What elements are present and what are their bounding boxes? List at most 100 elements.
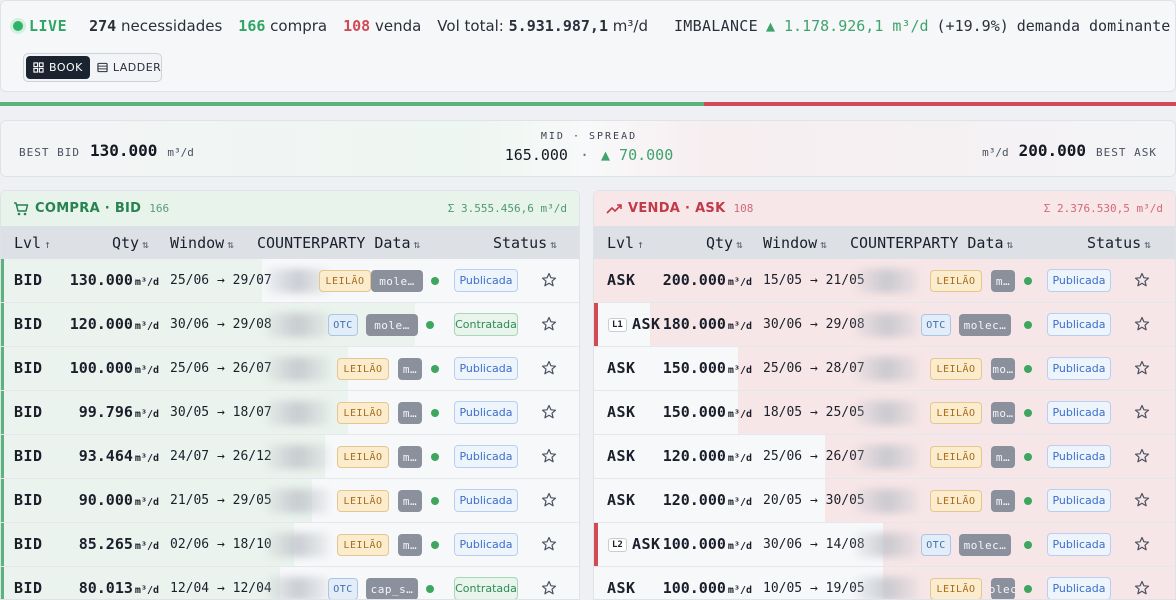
mid-spread-label: MID · SPREAD xyxy=(540,131,638,142)
star-icon[interactable] xyxy=(1134,536,1150,552)
row-accent xyxy=(1,567,4,599)
row-side: BID xyxy=(14,403,43,421)
ask-panel-sum: Σ 2.376.530,5 m³/d xyxy=(1043,202,1163,215)
online-dot-icon xyxy=(1024,277,1032,285)
bid-panel: COMPRA · BID 166 Σ 3.555.456,6 m³/d Lvl ↑… xyxy=(0,190,580,600)
row-window: 25/06 → 28/07 xyxy=(763,361,865,376)
col-qty[interactable]: Qty ⇅ xyxy=(112,234,149,252)
depth-fill xyxy=(1,479,312,522)
counterparty-tag: m… xyxy=(398,402,422,424)
status-badge: Publicada xyxy=(1047,269,1111,292)
ask-panel: VENDA · ASK 108 Σ 2.376.530,5 m³/d Lvl ↑ … xyxy=(593,190,1176,600)
bid-panel-header: COMPRA · BID 166 Σ 3.555.456,6 m³/d xyxy=(1,191,579,226)
row-quantity: 120.000 m³/d xyxy=(69,315,159,333)
row-window: 15/05 → 21/05 xyxy=(763,273,865,288)
level-badge: L1 xyxy=(608,318,627,332)
col-counterparty[interactable]: COUNTERPARTY Data ⇅ xyxy=(850,234,1014,252)
cart-icon xyxy=(14,201,29,215)
col-lvl[interactable]: Lvl ↑ xyxy=(14,234,51,252)
row-quantity: 100.000 m³/d xyxy=(662,535,752,553)
table-row[interactable]: ASK 200.000 m³/d 15/05 → 21/05 LEILÃO m… Publi… xyxy=(594,259,1175,303)
status-badge: Publicada xyxy=(454,489,518,512)
row-quantity: 85.265 m³/d xyxy=(78,535,159,553)
row-side: BID xyxy=(14,579,43,597)
row-window: 12/04 → 12/04 xyxy=(170,581,272,596)
star-icon[interactable] xyxy=(541,536,557,552)
counterparty-redacted xyxy=(856,401,918,425)
depth-bar-ask xyxy=(704,102,1176,106)
level-badge: L2 xyxy=(608,538,627,552)
counterparty-tag: m… xyxy=(398,534,422,556)
bid-panel-count: 166 xyxy=(149,202,170,215)
star-icon[interactable] xyxy=(541,448,557,464)
col-status[interactable]: Status ⇅ xyxy=(1087,234,1151,252)
level-accent xyxy=(594,523,598,566)
table-row[interactable]: ASK 150.000 m³/d 18/05 → 25/05 LEILÃO mo… Publ… xyxy=(594,391,1175,435)
star-icon[interactable] xyxy=(1134,316,1150,332)
table-row[interactable]: BID 99.796 m³/d 30/05 → 18/07 LEILÃO m… Public… xyxy=(1,391,579,435)
col-window[interactable]: Window ⇅ xyxy=(170,234,234,252)
book-view-button[interactable]: BOOK xyxy=(26,56,90,79)
row-side: ASK xyxy=(607,491,636,509)
star-icon[interactable] xyxy=(1134,492,1150,508)
table-row[interactable]: BID 100.000 m³/d 25/06 → 26/07 LEILÃO m… Publi… xyxy=(1,347,579,391)
row-accent xyxy=(1,435,4,478)
star-icon[interactable] xyxy=(1134,360,1150,376)
table-row[interactable]: L2 ASK 100.000 m³/d 30/06 → 14/08 OTC molec… Pu… xyxy=(594,523,1175,567)
star-icon[interactable] xyxy=(541,580,557,596)
table-row[interactable]: BID 90.000 m³/d 21/05 → 29/05 LEILÃO m… Public… xyxy=(1,479,579,523)
counterparty-redacted xyxy=(856,489,918,513)
row-side: BID xyxy=(14,535,43,553)
row-side: ASK xyxy=(607,579,636,597)
table-row[interactable]: ASK 120.000 m³/d 25/06 → 26/07 LEILÃO m… Publi… xyxy=(594,435,1175,479)
table-row[interactable]: L1 ASK 180.000 m³/d 30/06 → 29/08 OTC molec… Pu… xyxy=(594,303,1175,347)
star-icon[interactable] xyxy=(541,404,557,420)
col-lvl[interactable]: Lvl ↑ xyxy=(607,234,644,252)
row-window: 25/06 → 26/07 xyxy=(763,449,865,464)
star-icon[interactable] xyxy=(541,272,557,288)
online-dot-icon xyxy=(1024,321,1032,329)
needs-stat: 274 necessidades xyxy=(89,17,222,35)
status-badge: Contratada xyxy=(454,313,518,336)
mid-spread: MID · SPREAD 165.000 · ▲ 70.000 xyxy=(1,131,1176,164)
bid-rows: BID 130.000 m³/d 25/06 → 29/07 LEILÃO mole… Pu… xyxy=(1,259,579,599)
depth-fill xyxy=(883,567,1175,599)
star-icon[interactable] xyxy=(541,360,557,376)
row-window: 10/05 → 19/05 xyxy=(763,581,865,596)
trade-type-badge: LEILÃO xyxy=(337,446,389,468)
row-accent xyxy=(1,259,4,302)
ask-column-headers: Lvl ↑ Qty ⇅ Window ⇅ COUNTERPARTY Data ⇅ Sta… xyxy=(594,226,1175,259)
star-icon[interactable] xyxy=(541,316,557,332)
ladder-view-button[interactable]: LADDER xyxy=(90,56,168,79)
table-row[interactable]: BID 85.265 m³/d 02/06 → 18/10 LEILÃO m… Public… xyxy=(1,523,579,567)
counterparty-redacted xyxy=(856,313,918,337)
needs-label: necessidades xyxy=(121,17,223,35)
col-window[interactable]: Window ⇅ xyxy=(763,234,827,252)
status-badge: Publicada xyxy=(454,357,518,380)
needs-count: 274 xyxy=(89,17,117,35)
table-row[interactable]: BID 120.000 m³/d 30/06 → 29/08 OTC mole… Contr… xyxy=(1,303,579,347)
table-row[interactable]: BID 80.013 m³/d 12/04 → 12/04 OTC cap_s… Contr… xyxy=(1,567,579,599)
col-qty[interactable]: Qty ⇅ xyxy=(706,234,743,252)
imbalance-value: ▲ 1.178.926,1 m³/d xyxy=(765,17,929,35)
table-row[interactable]: BID 93.464 m³/d 24/07 → 26/12 LEILÃO m… Public… xyxy=(1,435,579,479)
table-row[interactable]: ASK 150.000 m³/d 25/06 → 28/07 LEILÃO mo… Publ… xyxy=(594,347,1175,391)
status-badge: Publicada xyxy=(1047,357,1111,380)
col-counterparty[interactable]: COUNTERPARTY Data ⇅ xyxy=(257,234,421,252)
star-icon[interactable] xyxy=(1134,404,1150,420)
row-side: BID xyxy=(14,491,43,509)
row-quantity: 150.000 m³/d xyxy=(662,403,752,421)
star-icon[interactable] xyxy=(541,492,557,508)
table-row[interactable]: BID 130.000 m³/d 25/06 → 29/07 LEILÃO mole… Pu… xyxy=(1,259,579,303)
star-icon[interactable] xyxy=(1134,448,1150,464)
row-window: 25/06 → 29/07 xyxy=(170,273,272,288)
level-accent xyxy=(594,303,598,346)
star-icon[interactable] xyxy=(1134,272,1150,288)
col-status[interactable]: Status ⇅ xyxy=(493,234,557,252)
row-side: ASK xyxy=(607,271,636,289)
counterparty-redacted xyxy=(856,533,918,557)
star-icon[interactable] xyxy=(1134,580,1150,596)
status-badge: Publicada xyxy=(454,401,518,424)
table-row[interactable]: ASK 120.000 m³/d 20/05 → 30/05 LEILÃO m… Publi… xyxy=(594,479,1175,523)
